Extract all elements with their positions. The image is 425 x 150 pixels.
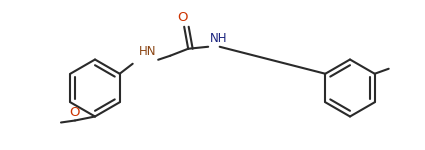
Text: O: O	[70, 106, 80, 120]
Text: NH: NH	[210, 32, 228, 45]
Text: HN: HN	[139, 45, 156, 58]
Text: O: O	[177, 11, 187, 24]
